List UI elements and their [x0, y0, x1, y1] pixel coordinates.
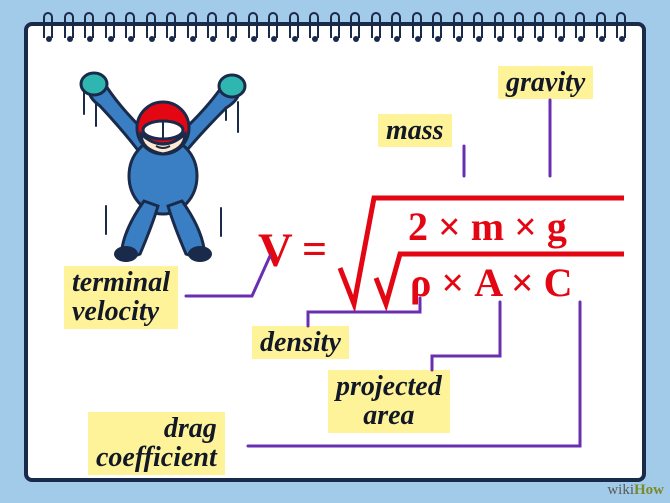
formula-numerator: 2 × m × g [408, 204, 567, 249]
watermark-wiki: wiki [607, 482, 634, 498]
skydiver-illustration [66, 66, 256, 266]
formula: V = 2 × m × g ρ × A × C [258, 176, 628, 321]
label-drag-coefficient: drag coefficient [88, 412, 225, 475]
watermark-how: How [634, 482, 664, 498]
spiral-binding [38, 12, 632, 40]
label-mass: mass [378, 114, 452, 147]
notepad: V = 2 × m × g ρ × A × C gravity mass ter… [24, 22, 646, 482]
label-projected-area: projected area [328, 370, 450, 433]
watermark: wikiHow [607, 482, 664, 499]
formula-equals: = [302, 225, 327, 274]
formula-denominator: ρ × A × C [410, 260, 573, 305]
label-terminal-velocity: terminal velocity [64, 266, 178, 329]
label-gravity: gravity [498, 66, 593, 99]
formula-v: V [258, 224, 293, 277]
label-density: density [252, 326, 349, 359]
